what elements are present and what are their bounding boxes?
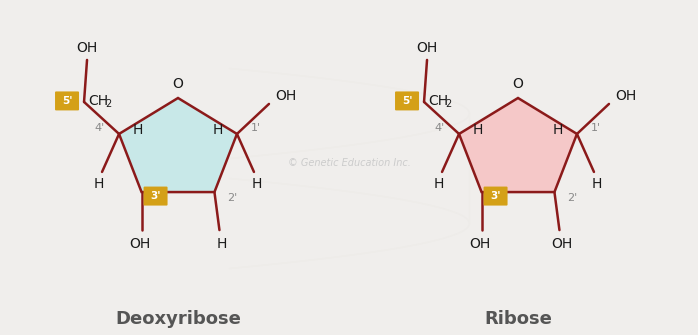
Text: Ribose: Ribose [484,310,552,328]
FancyBboxPatch shape [484,187,507,206]
Text: H: H [592,177,602,191]
Text: 5': 5' [62,96,73,106]
Text: 2': 2' [567,193,577,203]
Text: H: H [252,177,262,191]
Text: H: H [216,237,227,251]
Text: 2: 2 [445,99,452,110]
Text: 2: 2 [105,99,112,110]
Text: H: H [434,177,444,191]
Text: Deoxyribose: Deoxyribose [115,310,241,328]
Text: OH: OH [76,41,98,55]
Text: H: H [94,177,104,191]
Text: 3': 3' [150,191,161,201]
Text: H: H [473,123,483,137]
Text: O: O [172,77,184,91]
Text: OH: OH [129,237,150,251]
Text: CH: CH [88,94,108,108]
Text: OH: OH [275,89,297,103]
Text: OH: OH [417,41,438,55]
Text: OH: OH [616,89,637,103]
Text: 4': 4' [435,123,445,133]
Text: CH: CH [428,94,448,108]
Polygon shape [459,98,577,192]
Text: O: O [512,77,524,91]
Text: H: H [133,123,143,137]
Polygon shape [119,98,237,192]
Text: 3': 3' [490,191,500,201]
FancyBboxPatch shape [395,91,419,111]
Text: OH: OH [551,237,572,251]
FancyBboxPatch shape [144,187,168,206]
Text: OH: OH [469,237,490,251]
Text: 5': 5' [402,96,413,106]
Text: 2': 2' [228,193,237,203]
Text: H: H [553,123,563,137]
Text: 4': 4' [95,123,105,133]
FancyBboxPatch shape [55,91,79,111]
Text: H: H [213,123,223,137]
Text: 1': 1' [591,123,601,133]
Text: © Genetic Education Inc.: © Genetic Education Inc. [288,158,410,168]
Text: 1': 1' [251,123,261,133]
